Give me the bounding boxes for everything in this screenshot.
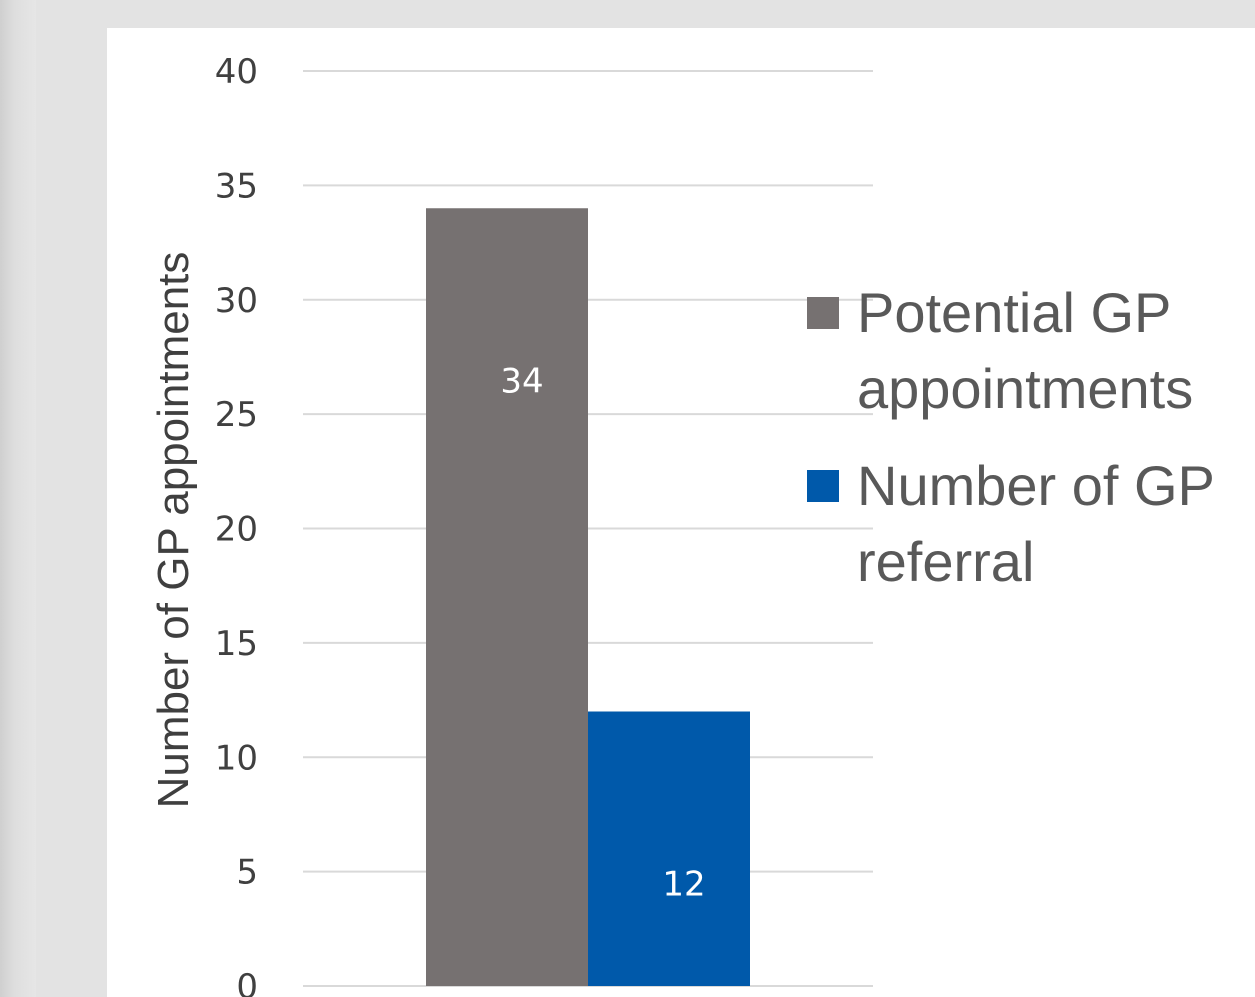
legend-label: appointments bbox=[857, 357, 1193, 420]
y-tick-label: 20 bbox=[215, 510, 258, 550]
window-edge-shadow bbox=[0, 0, 36, 997]
legend-swatch bbox=[807, 470, 839, 502]
data-label: 12 bbox=[662, 865, 705, 905]
y-tick-label: 10 bbox=[215, 738, 258, 778]
legend-swatch bbox=[807, 297, 839, 329]
y-tick-label: 25 bbox=[215, 395, 258, 435]
y-tick-label: 0 bbox=[236, 967, 258, 997]
bar bbox=[426, 208, 588, 986]
bars bbox=[426, 208, 750, 986]
y-tick-label: 30 bbox=[215, 281, 258, 321]
y-tick-label: 40 bbox=[215, 52, 258, 92]
data-label: 34 bbox=[500, 361, 543, 401]
y-axis-ticks: 0 5 10 15 20 25 30 35 40 bbox=[215, 52, 258, 997]
bar bbox=[588, 711, 750, 986]
y-axis-label: Number of GP appointments bbox=[149, 252, 198, 809]
legend-label: Number of GP bbox=[857, 454, 1215, 517]
y-tick-label: 5 bbox=[236, 853, 258, 893]
legend: Potential GP appointments Number of GP refe… bbox=[807, 281, 1215, 593]
legend-label: referral bbox=[857, 530, 1034, 593]
y-tick-label: 35 bbox=[215, 166, 258, 206]
data-labels: 34 12 bbox=[500, 361, 705, 904]
legend-label: Potential GP bbox=[857, 281, 1171, 344]
y-tick-label: 15 bbox=[215, 624, 258, 664]
